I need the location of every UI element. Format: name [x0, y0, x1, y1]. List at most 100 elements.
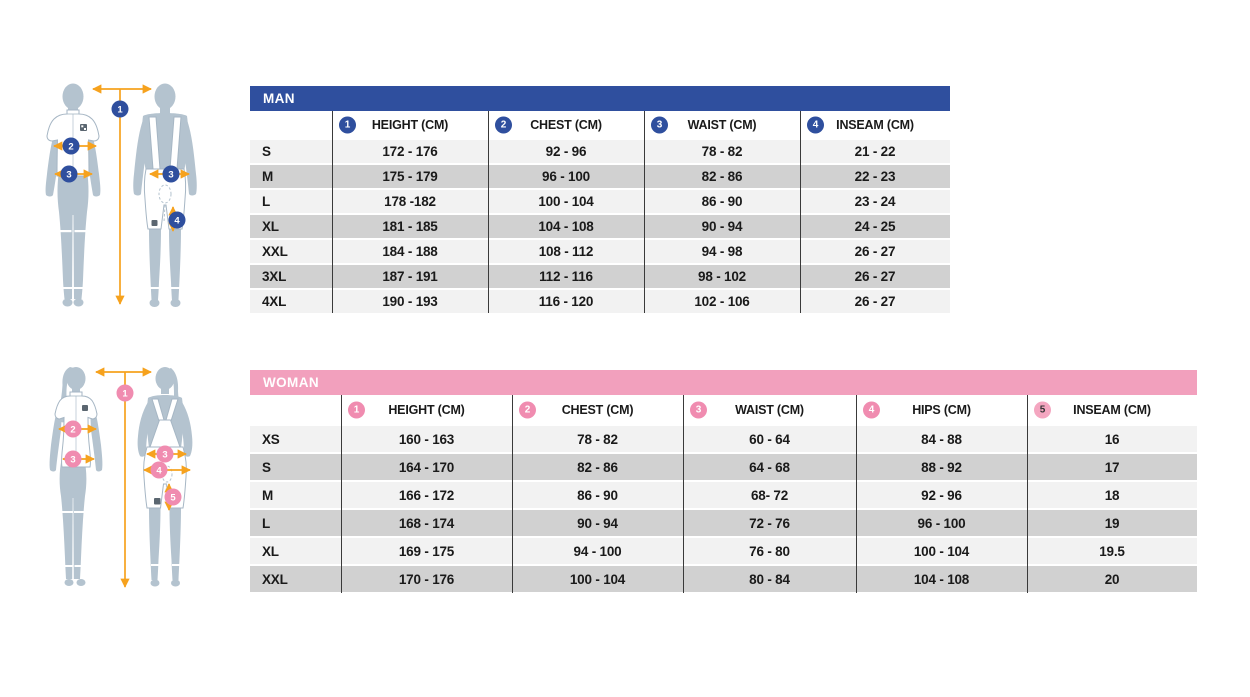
woman-col-inseam: 5 INSEAM (CM)	[1027, 395, 1197, 424]
right-foot	[73, 298, 84, 307]
left-leg	[149, 229, 161, 300]
right-foot	[76, 579, 86, 586]
head	[155, 367, 175, 390]
value-cell: 17	[1104, 459, 1120, 475]
inseam-badge: 5	[1034, 401, 1051, 418]
size-cell: XS	[262, 431, 280, 447]
svg-text:1: 1	[117, 104, 123, 115]
height-badge: 1	[348, 401, 365, 418]
value-cell: 178 -182	[384, 194, 436, 209]
woman-measurement-diagram: 1 2 3 3 4 5	[49, 367, 193, 588]
value-cell: 170 - 176	[398, 571, 455, 587]
value-cell: 26 - 27	[854, 269, 896, 284]
legs	[59, 458, 87, 579]
size-cell: L	[262, 194, 271, 209]
hips-badge: 4	[863, 401, 880, 418]
column-divider	[1027, 395, 1028, 593]
man-table-title: MAN	[250, 86, 950, 111]
measure-badge-height: 1	[116, 384, 134, 402]
right-leg	[169, 229, 181, 300]
woman-col-hips: 4 HIPS (CM)	[856, 395, 1027, 424]
table-row-l: L 168 - 174 90 - 94 72 - 76 96 - 100 19	[250, 510, 1197, 536]
value-cell: 104 - 108	[913, 571, 970, 587]
value-cell: 187 - 191	[382, 269, 438, 284]
neck	[160, 106, 170, 114]
right-leg	[169, 508, 181, 580]
value-cell: 108 - 112	[538, 244, 594, 259]
value-cell: 175 - 179	[382, 169, 438, 184]
left-arm	[49, 404, 62, 472]
column-divider	[332, 111, 333, 313]
table-row-xxl: XXL 184 - 188 108 - 112 94 - 98 26 - 27	[250, 240, 950, 263]
right-arm	[181, 402, 193, 457]
man-size-table: MAN 1 HEIGHT (CM) 2 CHEST (CM) 3 WAIST (…	[250, 86, 950, 313]
height-measure-arrow	[95, 367, 152, 588]
table-row-4xl: 4XL 190 - 193 116 - 120 102 - 106 26 - 2…	[250, 290, 950, 313]
man-col-waist: 3 WAIST (CM)	[644, 111, 800, 138]
value-cell: 92 - 96	[545, 144, 587, 159]
woman-back-figure	[137, 367, 193, 587]
value-cell: 24 - 25	[854, 219, 896, 234]
right-foot	[171, 579, 180, 587]
size-cell: 4XL	[262, 294, 287, 309]
head	[62, 83, 84, 110]
chest-badge: 2	[519, 401, 536, 418]
size-cell: XL	[262, 543, 279, 559]
value-cell: 26 - 27	[854, 244, 896, 259]
measure-badge-waist-front: 3	[60, 165, 78, 183]
value-cell: 100 - 104	[538, 194, 594, 209]
size-cell: M	[262, 169, 274, 184]
man-measurement-diagram: 1 2 3 3 4	[45, 83, 197, 307]
svg-text:5: 5	[170, 492, 176, 503]
value-cell: 84 - 88	[921, 431, 962, 447]
value-cell: 23 - 24	[854, 194, 896, 209]
col-label-inseam: INSEAM (CM)	[836, 117, 914, 132]
svg-text:3: 3	[162, 449, 167, 460]
size-cell: XL	[262, 219, 279, 234]
table-row-xl: XL 169 - 175 94 - 100 76 - 80 100 - 104 …	[250, 538, 1197, 564]
measure-badge-chest: 2	[64, 420, 82, 438]
measure-badge-waist-back: 3	[156, 445, 174, 463]
column-divider	[644, 111, 645, 313]
value-cell: 94 - 100	[573, 543, 622, 559]
table-row-m: M 175 - 179 96 - 100 82 - 86 22 - 23	[250, 165, 950, 188]
value-cell: 86 - 90	[577, 487, 618, 503]
inseam-badge: 4	[807, 116, 824, 133]
right-foot	[170, 299, 181, 307]
svg-text:3: 3	[70, 454, 75, 465]
man-col-chest: 2 CHEST (CM)	[488, 111, 644, 138]
value-cell: 90 - 94	[577, 515, 618, 531]
size-cell: XXL	[262, 571, 288, 587]
value-cell: 72 - 76	[749, 515, 790, 531]
neck	[72, 387, 80, 394]
column-divider	[856, 395, 857, 593]
value-cell: 64 - 68	[749, 459, 790, 475]
col-label-inseam: INSEAM (CM)	[1073, 402, 1151, 417]
left-foot	[150, 579, 160, 587]
value-cell: 92 - 96	[921, 487, 962, 503]
col-label-chest: CHEST (CM)	[561, 402, 634, 417]
shorts-logo-patch	[154, 498, 161, 505]
woman-table-header-row: 1 HEIGHT (CM) 2 CHEST (CM) 3 WAIST (CM) …	[250, 395, 1197, 424]
value-cell: 86 - 90	[701, 194, 743, 209]
value-cell: 18	[1104, 487, 1120, 503]
value-cell: 68- 72	[750, 487, 789, 503]
neck	[161, 387, 169, 394]
left-foot	[64, 579, 74, 586]
col-label-height: HEIGHT (CM)	[371, 117, 449, 132]
size-cell: S	[262, 459, 271, 475]
right-arm	[90, 404, 103, 472]
value-cell: 21 - 22	[854, 144, 896, 159]
size-cell: M	[262, 487, 274, 503]
col-label-height: HEIGHT (CM)	[388, 402, 465, 417]
svg-text:3: 3	[66, 169, 71, 180]
value-cell: 90 - 94	[701, 219, 743, 234]
chamois-outline	[158, 184, 172, 204]
value-cell: 60 - 64	[749, 431, 790, 447]
woman-col-waist: 3 WAIST (CM)	[683, 395, 856, 424]
head	[66, 367, 86, 390]
measure-badge-inseam: 5	[164, 488, 182, 506]
svg-text:2: 2	[70, 424, 75, 435]
size-column-head	[250, 395, 341, 424]
size-cell: XXL	[262, 244, 288, 259]
